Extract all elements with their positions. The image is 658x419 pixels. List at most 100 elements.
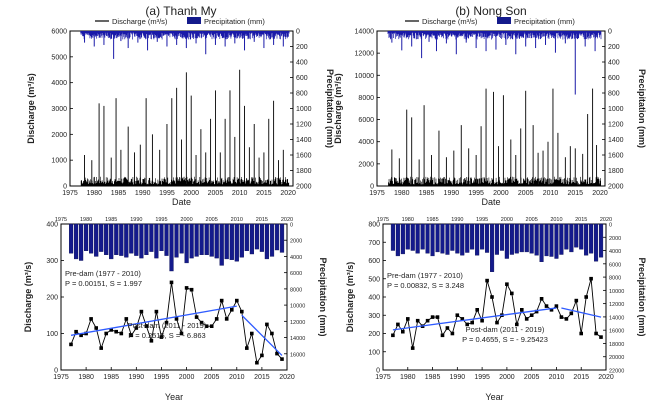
x-tick-label: 1995	[474, 374, 490, 381]
y2-tick-label: 1000	[296, 106, 312, 113]
precipitation-bar	[229, 223, 234, 260]
y2-tick-label: 10000	[609, 289, 624, 295]
y2-tick-label: 0	[296, 29, 300, 36]
x-tick-label: 1975	[53, 374, 69, 381]
discharge-point	[134, 326, 139, 330]
discharge-point	[490, 295, 494, 299]
y2-tick-label: 400	[608, 60, 620, 67]
discharge-point	[534, 309, 539, 314]
pre-dam-label: Pre-dam (1977 - 2010)	[65, 269, 141, 278]
discharge-point	[74, 329, 78, 334]
discharge-point	[240, 309, 244, 314]
precipitation-bar	[274, 223, 280, 251]
x-tick-label: 2020	[280, 190, 296, 197]
x-tick-label: 1985	[103, 374, 119, 381]
precipitation-bar	[529, 223, 534, 254]
y-tick-label: 14000	[355, 29, 375, 36]
discharge-point	[179, 331, 184, 336]
precipitation-bar	[440, 223, 445, 254]
precipitation-bar	[149, 223, 154, 252]
discharge-point	[589, 276, 593, 281]
y2-axis-label: Precipitation (mm)	[325, 69, 335, 148]
discharge-point	[270, 331, 274, 336]
y-tick-label: 0	[54, 368, 58, 375]
discharge-point	[435, 315, 440, 319]
y-tick-label: 300	[46, 258, 58, 265]
y-tick-label: 4000	[358, 139, 374, 146]
discharge-point	[396, 322, 400, 327]
y2-tick-label: 1000	[608, 106, 624, 113]
precipitation-bar	[400, 223, 405, 255]
x-top-tick-label: 1990	[130, 217, 142, 223]
y2-tick-label: 0	[290, 223, 293, 229]
y2-tick-label: 16000	[609, 329, 624, 335]
precipitation-bar	[594, 223, 599, 262]
x-tick-label: 2000	[183, 190, 199, 197]
y-tick-label: 6000	[358, 117, 374, 124]
precipitation-bar	[410, 223, 415, 251]
precipitation-bar	[405, 223, 410, 250]
y-tick-label: 0	[376, 368, 380, 375]
precipitation-bar	[509, 223, 514, 255]
y2-tick-label: 8000	[290, 287, 302, 293]
y2-tick-label: 1200	[296, 122, 312, 129]
y-tick-label: 400	[368, 295, 380, 302]
precipitation-bar	[219, 223, 224, 266]
y2-tick-label: 200	[608, 44, 620, 51]
precipitation-bar	[104, 223, 109, 255]
x-tick-label: 1975	[62, 190, 78, 197]
precipitation-bar	[139, 223, 144, 259]
precipitation-bar	[114, 223, 119, 255]
precipitation-bar	[420, 223, 425, 250]
discharge-point	[275, 351, 279, 356]
discharge-point	[280, 357, 284, 361]
y2-tick-label: 0	[609, 223, 612, 229]
discharge-point	[460, 317, 465, 321]
precipitation-bar	[154, 223, 159, 259]
precipitation-bar	[534, 223, 539, 256]
precipitation-bar	[599, 223, 604, 258]
precipitation-bar	[194, 223, 199, 257]
precipitation-bar	[564, 223, 569, 250]
precipitation-bar	[249, 223, 254, 255]
x-axis-label: Date	[172, 197, 191, 207]
x-tick-label: 2005	[524, 374, 540, 381]
precipitation-bar	[279, 223, 285, 253]
discharge-point	[114, 329, 118, 334]
discharge-point	[515, 322, 519, 327]
x-tick-label: 2005	[208, 190, 224, 197]
discharge-point	[599, 335, 603, 339]
x-tick-label: 1980	[394, 190, 410, 197]
precipitation-bar	[514, 223, 519, 254]
discharge-point	[89, 317, 93, 321]
x-tick-label: 2000	[499, 374, 515, 381]
y2-tick-label: 600	[608, 75, 620, 82]
y2-axis-label: Precipitation (mm)	[318, 257, 328, 336]
discharge-point	[204, 324, 209, 328]
precipitation-bar	[109, 223, 114, 260]
precipitation-bar	[124, 223, 129, 258]
precipitation-bar	[450, 223, 455, 251]
y2-tick-label: 12000	[609, 302, 624, 308]
legend-discharge-label: Discharge (m³/s)	[422, 17, 478, 26]
discharge-point	[260, 353, 264, 358]
precipitation-bar	[554, 223, 559, 259]
discharge-point	[144, 324, 149, 328]
discharge-point	[119, 331, 124, 336]
y-tick-label: 0	[370, 184, 374, 191]
precipitation-bar	[94, 223, 99, 257]
discharge-point	[255, 360, 259, 365]
x-tick-label: 1985	[111, 190, 127, 197]
discharge-point	[415, 318, 420, 323]
precipitation-bar	[134, 223, 139, 256]
discharge-point	[194, 315, 199, 319]
x-axis-label: Date	[481, 197, 500, 207]
y-tick-label: 300	[368, 313, 380, 320]
x-tick-label: 2015	[256, 190, 272, 197]
y-tick-label: 600	[368, 258, 380, 265]
y2-axis-label: Precipitation (mm)	[637, 257, 647, 336]
precipitation-bar	[470, 223, 475, 250]
y-axis-label: Discharge (m³/s)	[26, 73, 36, 144]
y-tick-label: 0	[63, 184, 67, 191]
